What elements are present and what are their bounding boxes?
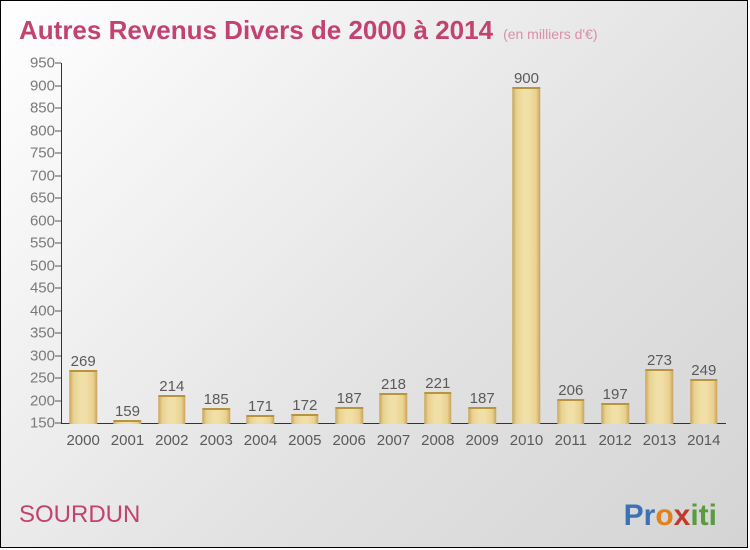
bar-category-label-2005: 2005	[288, 432, 321, 449]
proxiti-logo: Proxiti	[624, 499, 717, 533]
y-axis-tick-450: 450	[30, 280, 55, 297]
bar-value-2009: 187	[470, 390, 495, 407]
bar-2007[interactable]: 218	[380, 393, 407, 424]
y-axis-tick-600: 600	[30, 212, 55, 229]
bar-value-2007: 218	[381, 376, 406, 393]
bar-2003[interactable]: 185	[202, 408, 229, 424]
bar-2010[interactable]: 900	[513, 87, 540, 425]
y-axis-tick-900: 900	[30, 77, 55, 94]
bar-2009[interactable]: 187	[468, 407, 495, 424]
bar-2011[interactable]: 206	[557, 399, 584, 424]
bar-value-2006: 187	[337, 390, 362, 407]
bar-2014[interactable]: 249	[690, 379, 717, 424]
bars-container: 269 2000 159 2001 214 2002 185 2003 171 2004 172 20…	[61, 63, 726, 424]
bar-value-2008: 221	[425, 375, 450, 392]
y-axis-tick-750: 750	[30, 145, 55, 162]
bar-category-label-2001: 2001	[111, 432, 144, 449]
bar-value-2011: 206	[558, 382, 583, 399]
bar-2004[interactable]: 171	[247, 415, 274, 424]
y-axis-tick-350: 350	[30, 325, 55, 342]
chart-window: Autres Revenus Divers de 2000 à 2014 (en…	[0, 0, 748, 548]
chart-header: Autres Revenus Divers de 2000 à 2014 (en…	[1, 1, 747, 46]
bar-value-2012: 197	[603, 386, 628, 403]
bar-value-2000: 269	[71, 353, 96, 370]
bar-category-label-2008: 2008	[421, 432, 454, 449]
y-axis-tick-800: 800	[30, 122, 55, 139]
bar-category-label-2012: 2012	[598, 432, 631, 449]
y-axis-tick-400: 400	[30, 302, 55, 319]
y-axis-tick-650: 650	[30, 190, 55, 207]
y-axis-tick-700: 700	[30, 167, 55, 184]
bar-2006[interactable]: 187	[335, 407, 362, 424]
y-axis-tick-200: 200	[30, 392, 55, 409]
bar-2005[interactable]: 172	[291, 414, 318, 424]
bar-category-label-2004: 2004	[244, 432, 277, 449]
chart-subtitle: (en milliers d'€)	[503, 26, 597, 42]
bar-category-label-2014: 2014	[687, 432, 720, 449]
bar-value-2013: 273	[647, 352, 672, 369]
bar-category-label-2002: 2002	[155, 432, 188, 449]
bar-2000[interactable]: 269	[69, 370, 96, 424]
y-axis-tick-850: 850	[30, 100, 55, 117]
bar-category-label-2009: 2009	[465, 432, 498, 449]
bar-category-label-2006: 2006	[332, 432, 365, 449]
bar-2002[interactable]: 214	[158, 395, 185, 424]
y-axis-tick-950: 950	[30, 55, 55, 72]
bar-value-2005: 172	[292, 397, 317, 414]
bar-value-2001: 159	[115, 403, 140, 420]
y-axis-tick-500: 500	[30, 257, 55, 274]
bar-2013[interactable]: 273	[646, 369, 673, 424]
bar-value-2002: 214	[159, 378, 184, 395]
y-axis-tick-250: 250	[30, 370, 55, 387]
bar-category-label-2013: 2013	[643, 432, 676, 449]
bar-value-2014: 249	[691, 362, 716, 379]
bar-value-2003: 185	[204, 391, 229, 408]
bar-2008[interactable]: 221	[424, 392, 451, 424]
bar-category-label-2010: 2010	[510, 432, 543, 449]
bar-category-label-2007: 2007	[377, 432, 410, 449]
bar-2012[interactable]: 197	[601, 403, 628, 424]
bar-2001[interactable]: 159	[114, 420, 141, 424]
bar-category-label-2011: 2011	[555, 432, 587, 449]
region-label: SOURDUN	[19, 501, 140, 529]
bar-value-2010: 900	[514, 70, 539, 87]
y-axis-tick-550: 550	[30, 235, 55, 252]
chart-title: Autres Revenus Divers de 2000 à 2014	[19, 15, 493, 46]
bar-category-label-2003: 2003	[199, 432, 232, 449]
y-axis: 150 200 250 300 350 400 450 500 550 600 650 700 750 8…	[1, 63, 61, 423]
y-axis-tick-300: 300	[30, 347, 55, 364]
y-axis-tick-150: 150	[30, 415, 55, 432]
bar-category-label-2000: 2000	[66, 432, 99, 449]
bar-value-2004: 171	[248, 398, 273, 415]
